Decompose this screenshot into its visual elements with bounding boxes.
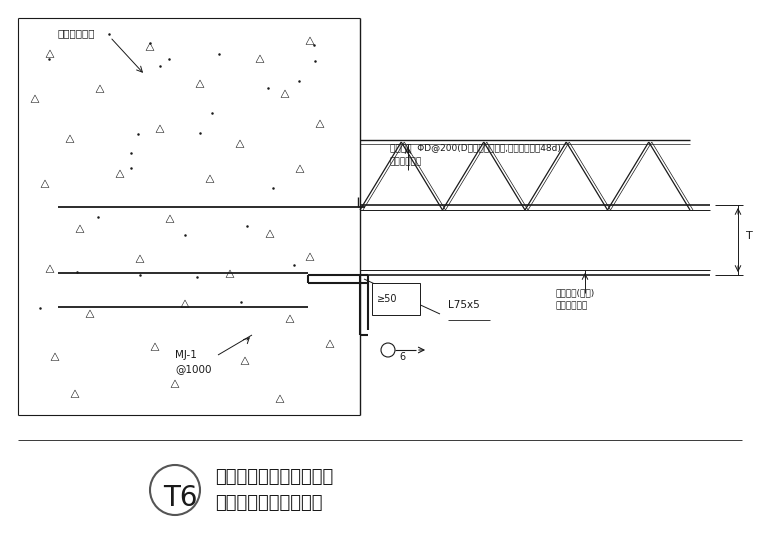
Text: 拉锚钢筋  ΦD@200(D用钢筋桁架上弦,外伸长度满足48d): 拉锚钢筋 ΦD@200(D用钢筋桁架上弦,外伸长度满足48d): [390, 143, 561, 152]
Text: 6: 6: [399, 352, 405, 362]
Text: @1000: @1000: [175, 364, 211, 374]
Text: MJ-1: MJ-1: [175, 350, 197, 360]
Text: 楼板厚度: 楼板厚度: [758, 231, 760, 249]
Text: 详结构施工图: 详结构施工图: [555, 301, 587, 310]
Text: 楼承板与剪力墙连接节点: 楼承板与剪力墙连接节点: [215, 468, 333, 486]
Text: T6: T6: [163, 484, 198, 512]
Text: 钢筋桁架垂直于剪力墙: 钢筋桁架垂直于剪力墙: [215, 494, 322, 512]
Text: L75x5: L75x5: [448, 300, 480, 310]
Text: 核心筒剪力墙: 核心筒剪力墙: [58, 28, 96, 38]
Bar: [372, 283, 420, 315]
Text: 拉锚钢筋(如需): 拉锚钢筋(如需): [555, 288, 594, 297]
Text: T: T: [746, 231, 752, 241]
Text: 详结构施工图: 详结构施工图: [390, 157, 423, 166]
Text: ≥50: ≥50: [377, 294, 397, 304]
